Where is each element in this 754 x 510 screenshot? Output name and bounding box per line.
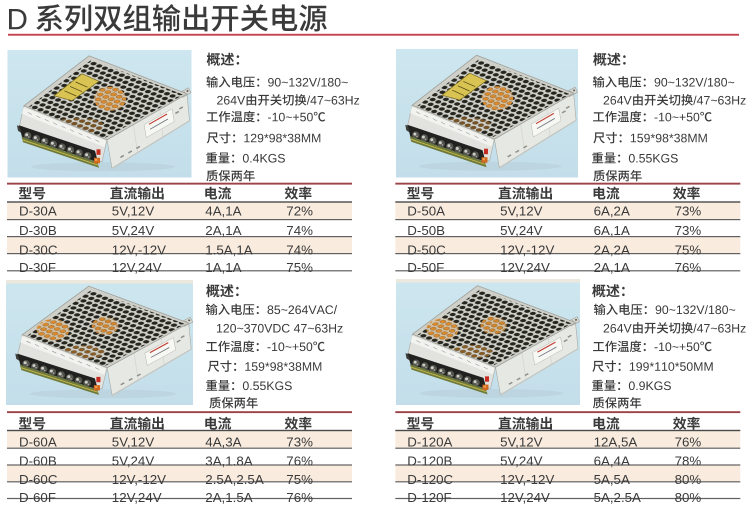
- svg-text:5V,24V: 5V,24V: [500, 223, 543, 238]
- svg-text:76%: 76%: [286, 454, 313, 469]
- svg-text:12V,24V: 12V,24V: [500, 490, 550, 505]
- svg-text:5V,24V: 5V,24V: [112, 223, 155, 238]
- svg-text:5V,24V: 5V,24V: [112, 454, 155, 469]
- svg-text:12V,-12V: 12V,-12V: [112, 243, 166, 258]
- svg-text:12V,-12V: 12V,-12V: [500, 243, 554, 258]
- svg-text:72%: 72%: [286, 203, 313, 218]
- svg-text:4A,1A: 4A,1A: [205, 203, 241, 218]
- svg-text:5V,12V: 5V,12V: [500, 203, 543, 218]
- svg-text:D-50A: D-50A: [407, 203, 445, 218]
- svg-text:D-120F: D-120F: [407, 490, 451, 505]
- svg-text:73%: 73%: [675, 223, 702, 238]
- svg-text:D-50C: D-50C: [407, 243, 446, 258]
- svg-text:12V,24V: 12V,24V: [112, 490, 162, 505]
- svg-text:D-60C: D-60C: [19, 472, 58, 487]
- svg-text:74%: 74%: [286, 243, 313, 258]
- svg-text:2A,1A: 2A,1A: [205, 223, 241, 238]
- svg-text:2A,2A: 2A,2A: [594, 243, 630, 258]
- svg-text:6A,1A: 6A,1A: [594, 223, 630, 238]
- svg-text:5V,24V: 5V,24V: [500, 454, 543, 469]
- svg-text:2.5A,2.5A: 2.5A,2.5A: [205, 472, 264, 487]
- svg-text:5A,2.5A: 5A,2.5A: [594, 490, 641, 505]
- svg-text:D-120C: D-120C: [407, 472, 453, 487]
- svg-text:12V,-12V: 12V,-12V: [112, 472, 166, 487]
- svg-text:D-30C: D-30C: [19, 243, 58, 258]
- svg-text:12V,24V: 12V,24V: [500, 260, 550, 275]
- svg-text:D-120B: D-120B: [407, 454, 452, 469]
- svg-text:D-50B: D-50B: [407, 223, 445, 238]
- svg-text:73%: 73%: [675, 203, 702, 218]
- svg-text:74%: 74%: [286, 223, 313, 238]
- svg-text:76%: 76%: [286, 490, 313, 505]
- svg-text:D-30F: D-30F: [19, 260, 56, 275]
- svg-text:12V,24V: 12V,24V: [112, 260, 162, 275]
- svg-text:D-120A: D-120A: [407, 435, 452, 450]
- svg-text:4A,3A: 4A,3A: [205, 435, 241, 450]
- svg-text:75%: 75%: [286, 472, 313, 487]
- svg-text:1A,1A: 1A,1A: [205, 260, 241, 275]
- svg-text:D-60A: D-60A: [19, 435, 57, 450]
- svg-text:73%: 73%: [286, 435, 313, 450]
- svg-text:5V,12V: 5V,12V: [500, 435, 543, 450]
- svg-text:3A,1.8A: 3A,1.8A: [205, 454, 252, 469]
- svg-text:12A,5A: 12A,5A: [594, 435, 638, 450]
- svg-text:75%: 75%: [675, 243, 702, 258]
- svg-text:D-50F: D-50F: [407, 260, 444, 275]
- svg-text:D-60F: D-60F: [19, 490, 56, 505]
- svg-text:D-30B: D-30B: [19, 223, 57, 238]
- svg-text:80%: 80%: [675, 490, 702, 505]
- svg-text:1.5A,1A: 1.5A,1A: [205, 243, 252, 258]
- svg-text:6A,2A: 6A,2A: [594, 203, 630, 218]
- svg-text:5V,12V: 5V,12V: [112, 435, 155, 450]
- svg-text:2A,1.5A: 2A,1.5A: [205, 490, 252, 505]
- svg-text:76%: 76%: [675, 260, 702, 275]
- svg-text:2A,1A: 2A,1A: [594, 260, 630, 275]
- svg-text:78%: 78%: [675, 454, 702, 469]
- svg-text:75%: 75%: [286, 260, 313, 275]
- svg-text:12V,-12V: 12V,-12V: [500, 472, 554, 487]
- svg-text:6A,4A: 6A,4A: [594, 454, 630, 469]
- svg-text:5A,5A: 5A,5A: [594, 472, 630, 487]
- svg-text:5V,12V: 5V,12V: [112, 203, 155, 218]
- svg-text:76%: 76%: [675, 435, 702, 450]
- svg-text:D-30A: D-30A: [19, 203, 57, 218]
- svg-text:D-60B: D-60B: [19, 454, 57, 469]
- svg-text:80%: 80%: [675, 472, 702, 487]
